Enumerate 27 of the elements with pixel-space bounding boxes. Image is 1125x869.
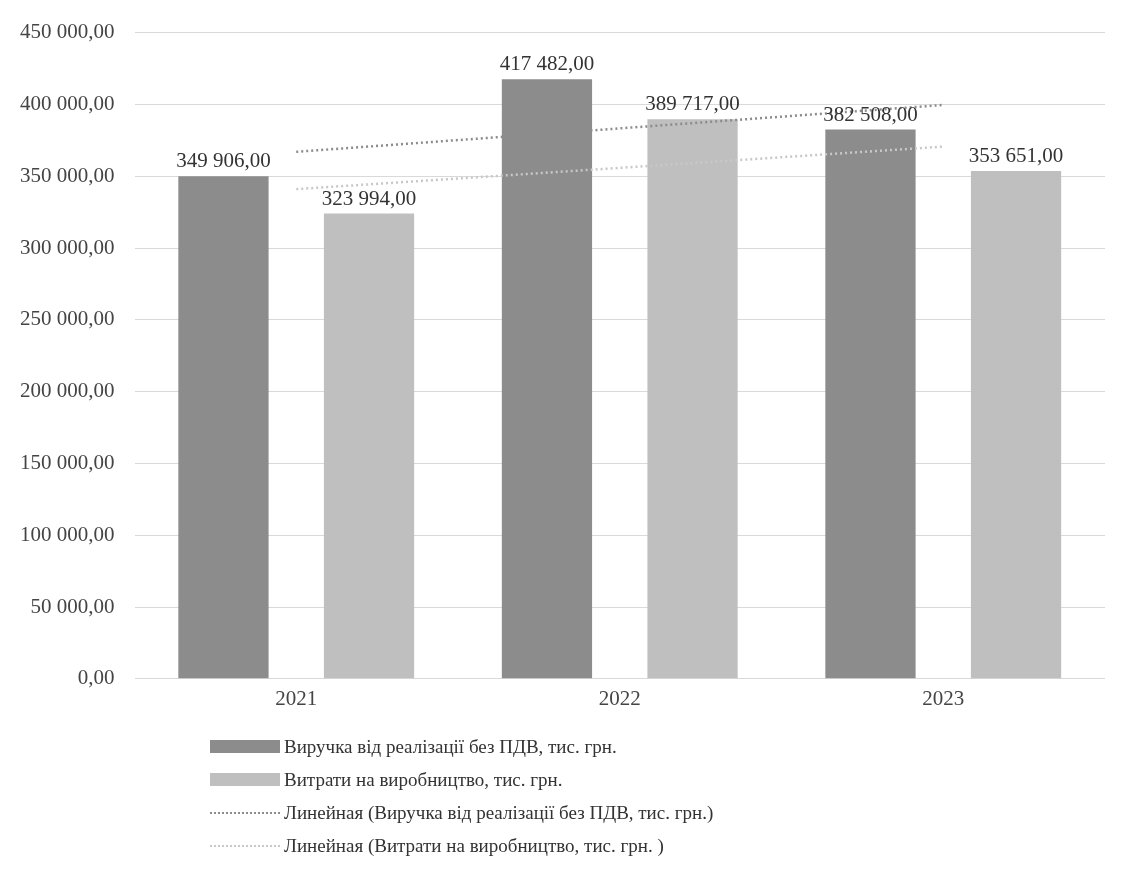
bar bbox=[323, 213, 415, 679]
y-tick-label: 100 000,00 bbox=[20, 521, 115, 546]
y-tick-label: 400 000,00 bbox=[20, 90, 115, 115]
bar bbox=[178, 176, 269, 679]
legend-label: Линейная (Витрати на виробництво, тис. грн. ) bbox=[284, 834, 664, 857]
bar bbox=[825, 129, 916, 679]
y-tick-label: 450 000,00 bbox=[20, 19, 115, 44]
y-tick-label: 250 000,00 bbox=[20, 306, 115, 331]
y-tick-label: 150 000,00 bbox=[20, 449, 115, 474]
y-tick-label: 0,00 bbox=[77, 665, 115, 690]
legend-label: Линейная (Виручка від реалізації без ПДВ, тис. грн.) bbox=[284, 801, 714, 824]
legend-label: Виручка від реалізації без ПДВ, тис. грн. bbox=[284, 735, 617, 758]
data-label: 323 994,00 bbox=[321, 185, 417, 210]
legend-label: Витрати на виробництво, тис. грн. bbox=[284, 768, 563, 791]
y-tick-label: 50 000,00 bbox=[30, 593, 115, 618]
data-label: 349 906,00 bbox=[176, 148, 271, 173]
y-tick-label: 300 000,00 bbox=[20, 234, 115, 259]
data-label: 389 717,00 bbox=[645, 91, 740, 116]
data-label: 382 508,00 bbox=[823, 101, 918, 126]
x-tick-label: 2021 bbox=[275, 685, 318, 710]
x-tick-label: 2022 bbox=[598, 685, 641, 710]
x-tick-label: 2023 bbox=[922, 685, 965, 710]
bar bbox=[970, 170, 1062, 679]
data-label: 417 482,00 bbox=[499, 51, 595, 76]
y-tick-label: 200 000,00 bbox=[20, 378, 115, 403]
y-tick-label: 350 000,00 bbox=[20, 162, 115, 187]
data-label: 353 651,00 bbox=[968, 142, 1064, 167]
